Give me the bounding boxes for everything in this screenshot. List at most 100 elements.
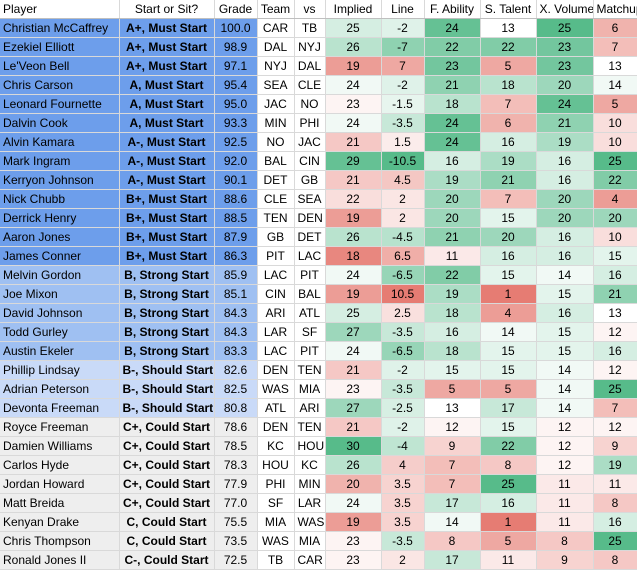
- opponent-cell[interactable]: NYJ: [294, 37, 326, 57]
- implied-cell[interactable]: 22: [325, 189, 382, 209]
- f-ability-cell[interactable]: 23: [424, 56, 481, 76]
- f-ability-cell[interactable]: 24: [424, 113, 481, 133]
- line-cell[interactable]: -6.5: [381, 341, 425, 361]
- s-talent-cell[interactable]: 15: [480, 208, 537, 228]
- implied-cell[interactable]: 24: [325, 75, 382, 95]
- s-talent-cell[interactable]: 1: [480, 284, 537, 304]
- grade-cell[interactable]: 72.5: [214, 550, 258, 570]
- line-cell[interactable]: -3.5: [381, 379, 425, 399]
- matchup-cell[interactable]: 16: [593, 512, 637, 532]
- grade-cell[interactable]: 84.3: [214, 303, 258, 323]
- start-sit-cell[interactable]: A, Must Start: [119, 94, 215, 114]
- matchup-cell[interactable]: 13: [593, 303, 637, 323]
- matchup-cell[interactable]: 25: [593, 531, 637, 551]
- player-cell[interactable]: Matt Breida: [0, 493, 120, 513]
- s-talent-cell[interactable]: 13: [480, 18, 537, 38]
- implied-cell[interactable]: 25: [325, 18, 382, 38]
- opponent-cell[interactable]: CAR: [294, 550, 326, 570]
- line-cell[interactable]: -2.5: [381, 398, 425, 418]
- x-volume-cell[interactable]: 16: [536, 151, 594, 171]
- start-sit-cell[interactable]: B-, Should Start: [119, 360, 215, 380]
- line-cell[interactable]: -10.5: [381, 151, 425, 171]
- x-volume-cell[interactable]: 20: [536, 75, 594, 95]
- x-volume-cell[interactable]: 11: [536, 512, 594, 532]
- player-cell[interactable]: Jordan Howard: [0, 474, 120, 494]
- line-cell[interactable]: -2: [381, 360, 425, 380]
- x-volume-cell[interactable]: 15: [536, 322, 594, 342]
- f-ability-cell[interactable]: 22: [424, 265, 481, 285]
- header-x-volume[interactable]: X. Volume: [536, 0, 594, 19]
- line-cell[interactable]: -7: [381, 37, 425, 57]
- f-ability-cell[interactable]: 20: [424, 189, 481, 209]
- s-talent-cell[interactable]: 22: [480, 37, 537, 57]
- player-cell[interactable]: Derrick Henry: [0, 208, 120, 228]
- opponent-cell[interactable]: MIN: [294, 474, 326, 494]
- team-cell[interactable]: SEA: [257, 75, 295, 95]
- team-cell[interactable]: LAC: [257, 265, 295, 285]
- opponent-cell[interactable]: LAR: [294, 493, 326, 513]
- team-cell[interactable]: CLE: [257, 189, 295, 209]
- grade-cell[interactable]: 80.8: [214, 398, 258, 418]
- player-cell[interactable]: Todd Gurley: [0, 322, 120, 342]
- f-ability-cell[interactable]: 21: [424, 227, 481, 247]
- opponent-cell[interactable]: ATL: [294, 303, 326, 323]
- implied-cell[interactable]: 25: [325, 303, 382, 323]
- player-cell[interactable]: Royce Freeman: [0, 417, 120, 437]
- start-sit-cell[interactable]: B+, Must Start: [119, 246, 215, 266]
- player-cell[interactable]: Austin Ekeler: [0, 341, 120, 361]
- matchup-cell[interactable]: 12: [593, 322, 637, 342]
- f-ability-cell[interactable]: 8: [424, 531, 481, 551]
- opponent-cell[interactable]: LAC: [294, 246, 326, 266]
- f-ability-cell[interactable]: 19: [424, 284, 481, 304]
- opponent-cell[interactable]: MIA: [294, 531, 326, 551]
- start-sit-cell[interactable]: C, Could Start: [119, 512, 215, 532]
- player-cell[interactable]: Joe Mixon: [0, 284, 120, 304]
- s-talent-cell[interactable]: 1: [480, 512, 537, 532]
- matchup-cell[interactable]: 16: [593, 341, 637, 361]
- line-cell[interactable]: 4: [381, 455, 425, 475]
- opponent-cell[interactable]: HOU: [294, 436, 326, 456]
- f-ability-cell[interactable]: 18: [424, 341, 481, 361]
- player-cell[interactable]: Dalvin Cook: [0, 113, 120, 133]
- line-cell[interactable]: 1.5: [381, 132, 425, 152]
- player-cell[interactable]: Nick Chubb: [0, 189, 120, 209]
- team-cell[interactable]: LAR: [257, 322, 295, 342]
- implied-cell[interactable]: 18: [325, 246, 382, 266]
- opponent-cell[interactable]: PIT: [294, 265, 326, 285]
- s-talent-cell[interactable]: 16: [480, 493, 537, 513]
- grade-cell[interactable]: 86.3: [214, 246, 258, 266]
- x-volume-cell[interactable]: 11: [536, 493, 594, 513]
- player-cell[interactable]: Aaron Jones: [0, 227, 120, 247]
- opponent-cell[interactable]: JAC: [294, 132, 326, 152]
- player-cell[interactable]: Le'Veon Bell: [0, 56, 120, 76]
- implied-cell[interactable]: 20: [325, 474, 382, 494]
- f-ability-cell[interactable]: 22: [424, 37, 481, 57]
- grade-cell[interactable]: 78.5: [214, 436, 258, 456]
- x-volume-cell[interactable]: 16: [536, 246, 594, 266]
- team-cell[interactable]: DET: [257, 170, 295, 190]
- team-cell[interactable]: MIA: [257, 512, 295, 532]
- team-cell[interactable]: DAL: [257, 37, 295, 57]
- grade-cell[interactable]: 88.5: [214, 208, 258, 228]
- grade-cell[interactable]: 85.1: [214, 284, 258, 304]
- team-cell[interactable]: WAS: [257, 379, 295, 399]
- header-implied[interactable]: Implied: [325, 0, 382, 19]
- implied-cell[interactable]: 24: [325, 493, 382, 513]
- start-sit-cell[interactable]: A+, Must Start: [119, 18, 215, 38]
- grade-cell[interactable]: 92.5: [214, 132, 258, 152]
- start-sit-cell[interactable]: B, Strong Start: [119, 265, 215, 285]
- header-s-talent[interactable]: S. Talent: [480, 0, 537, 19]
- opponent-cell[interactable]: BAL: [294, 284, 326, 304]
- opponent-cell[interactable]: PHI: [294, 113, 326, 133]
- x-volume-cell[interactable]: 12: [536, 455, 594, 475]
- grade-cell[interactable]: 83.3: [214, 341, 258, 361]
- opponent-cell[interactable]: DAL: [294, 56, 326, 76]
- opponent-cell[interactable]: KC: [294, 455, 326, 475]
- s-talent-cell[interactable]: 19: [480, 151, 537, 171]
- line-cell[interactable]: 2.5: [381, 303, 425, 323]
- player-cell[interactable]: Chris Thompson: [0, 531, 120, 551]
- matchup-cell[interactable]: 21: [593, 284, 637, 304]
- implied-cell[interactable]: 26: [325, 227, 382, 247]
- s-talent-cell[interactable]: 5: [480, 531, 537, 551]
- line-cell[interactable]: -6.5: [381, 265, 425, 285]
